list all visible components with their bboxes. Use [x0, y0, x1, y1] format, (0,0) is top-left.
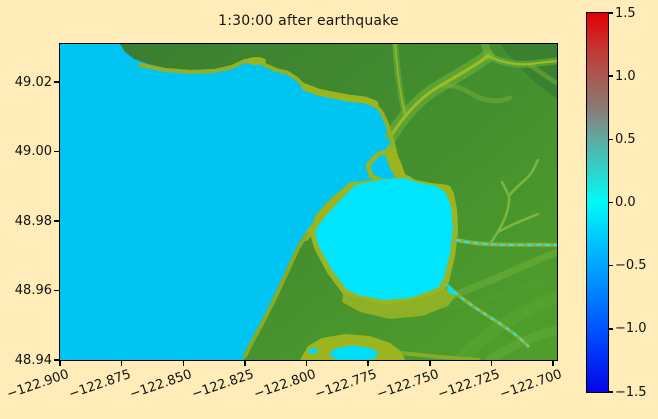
x-tick-mark — [244, 361, 246, 366]
y-tick-mark — [54, 289, 59, 292]
y-tick-mark — [54, 81, 59, 83]
x-tick-mark — [182, 361, 184, 366]
x-tick-mark — [59, 361, 61, 366]
colorbar-tick-label: 1.5 — [615, 5, 636, 21]
x-tick-mark — [552, 361, 554, 366]
colorbar-tick-label: 0.5 — [615, 131, 636, 147]
colorbar-tick-mark — [609, 138, 613, 141]
river-valleys — [384, 44, 557, 143]
x-tick-mark — [429, 361, 431, 366]
north-lowland — [384, 144, 454, 199]
colorbar-tick-mark — [609, 75, 613, 77]
y-tick-mark — [54, 359, 59, 361]
colorbar-tick-mark — [609, 328, 613, 330]
x-tick-mark — [120, 361, 123, 366]
colorbar-tick-label: 0.0 — [615, 195, 636, 210]
colorbar-tick-label: −0.5 — [615, 258, 647, 274]
colorbar-tick-mark — [609, 264, 613, 267]
colorbar-tick-label: −1.5 — [615, 384, 647, 400]
y-tick-mark — [54, 220, 59, 222]
water-shallow-bay — [315, 178, 453, 300]
plot-area — [59, 43, 558, 361]
y-tick-mark — [54, 150, 59, 153]
land-mainland — [120, 44, 557, 360]
colorbar-tick-label: 1.0 — [615, 68, 636, 84]
shoreline-band — [138, 57, 403, 176]
peninsula-fringe — [243, 232, 309, 358]
colorbar-tick-mark — [609, 201, 613, 204]
colorbar-tick-label: −1.0 — [615, 321, 647, 337]
colorbar-tick-mark — [609, 391, 613, 393]
x-tick-mark — [305, 361, 308, 366]
isthmus-lowland — [342, 287, 457, 319]
y-tick-label: 49.00 — [14, 144, 52, 159]
colorbar-tick-mark — [609, 12, 613, 14]
creeks — [446, 158, 557, 348]
land-texture-streaks — [443, 248, 557, 360]
map-canvas — [60, 44, 557, 360]
land-dark-corner — [500, 44, 557, 99]
y-tick-label: 48.98 — [14, 213, 52, 229]
y-tick-label: 48.94 — [14, 352, 52, 368]
y-tick-label: 49.02 — [14, 74, 52, 90]
colorbar — [586, 12, 609, 393]
bottom-bay — [300, 334, 481, 360]
y-tick-label: 48.96 — [14, 283, 52, 298]
x-tick-mark — [490, 361, 493, 366]
plot-title: 1:30:00 after earthquake — [218, 13, 399, 29]
x-tick-mark — [367, 361, 369, 366]
sand-spit — [303, 182, 354, 241]
